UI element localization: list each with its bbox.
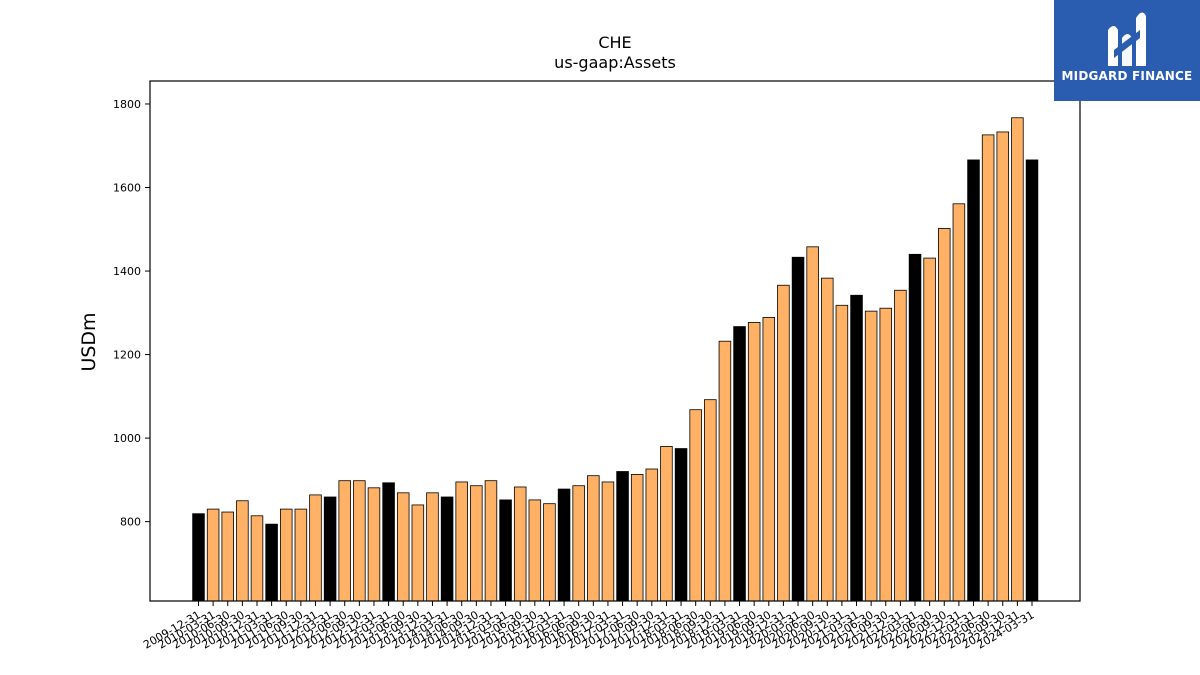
y-tick-label: 1200 <box>113 349 141 362</box>
bar-2011-09-30 <box>294 508 308 602</box>
chart-subtitle: us-gaap:Assets <box>554 53 676 72</box>
bar-2017-12-31 <box>660 446 673 602</box>
midgard-finance-logo: MIDGARD FINANCE <box>1054 0 1200 101</box>
bar-2021-12-31 <box>894 289 907 602</box>
bar-2018-06-30 <box>689 409 702 602</box>
bar-2018-12-31 <box>718 340 732 602</box>
bar-2017-03-31 <box>616 471 629 602</box>
bar-2014-03-31 <box>440 496 454 602</box>
bar-2015-12-31 <box>543 503 556 602</box>
bar-2019-12-31 <box>777 284 790 602</box>
bar-2011-12-31 <box>309 494 322 602</box>
bar-2016-03-31 <box>557 488 571 602</box>
midgard-logo-icon <box>1108 12 1146 67</box>
bar-2020-06-30 <box>806 246 819 602</box>
bar-2019-06-30 <box>747 322 761 602</box>
bar-2019-03-31 <box>733 326 746 602</box>
bar-2021-03-31 <box>850 294 863 602</box>
bar-2024-03-31 <box>1025 159 1039 602</box>
bar-2020-09-30 <box>821 277 834 602</box>
chart-title: CHE <box>598 33 631 52</box>
bar-2010-06-30 <box>221 511 234 602</box>
bar-2012-09-30 <box>353 480 366 602</box>
bar-2022-12-31 <box>952 203 966 602</box>
bar-2016-06-30 <box>572 485 585 602</box>
bar-2023-12-31 <box>1011 117 1024 602</box>
bar-2020-12-31 <box>835 304 849 602</box>
bar-2020-03-31 <box>791 256 805 602</box>
bar-2012-06-30 <box>338 480 351 602</box>
y-tick-label: 1000 <box>113 432 141 445</box>
bar-2013-09-30 <box>411 504 425 602</box>
y-axis: 800 1000 1200 1400 1600 1800 <box>113 98 150 529</box>
bar-2015-03-31 <box>499 499 512 602</box>
bar-2011-06-30 <box>279 508 293 602</box>
y-axis-label: USDm <box>78 312 100 371</box>
bar-2011-03-31 <box>265 523 278 602</box>
bar-2013-12-31 <box>426 492 439 602</box>
plot-frame <box>149 80 1081 602</box>
bar-2023-03-31 <box>967 159 980 602</box>
bars-group <box>192 117 1039 602</box>
y-tick-label: 1800 <box>113 98 141 111</box>
logo-text: MIDGARD FINANCE <box>1061 69 1193 83</box>
bar-2015-06-30 <box>513 486 527 602</box>
bar-2010-12-31 <box>250 515 264 602</box>
bar-2013-03-31 <box>382 482 395 602</box>
bar-2010-03-31 <box>206 508 220 602</box>
bar-2012-12-31 <box>367 487 381 602</box>
y-tick-label: 1600 <box>113 182 141 195</box>
bar-2021-06-30 <box>864 310 878 602</box>
bar-2018-03-31 <box>674 448 688 602</box>
bar-2015-09-30 <box>528 499 542 602</box>
bar-2016-09-30 <box>587 475 600 602</box>
bar-2021-09-30 <box>879 307 893 602</box>
bar-2017-06-30 <box>630 474 644 602</box>
bar-2014-09-30 <box>470 485 483 602</box>
bar-2012-03-31 <box>323 496 337 602</box>
bar-2023-09-30 <box>996 131 1010 602</box>
x-axis: 2009-12-312010-03-312010-06-302010-09-30… <box>141 601 1037 652</box>
bar-2009-12-31 <box>192 513 205 602</box>
bar-2014-06-30 <box>455 481 468 602</box>
bar-2013-06-30 <box>396 492 410 602</box>
bar-2023-06-30 <box>981 134 995 602</box>
bar-2010-09-30 <box>236 500 249 602</box>
bar-2019-09-30 <box>762 316 776 602</box>
bar-2022-06-30 <box>923 257 936 602</box>
bar-2022-03-31 <box>908 253 922 602</box>
bar-2022-09-30 <box>938 228 951 602</box>
bar-2018-09-30 <box>704 399 717 602</box>
y-tick-label: 1400 <box>113 265 141 278</box>
y-tick-label: 800 <box>120 516 141 529</box>
bar-2014-12-31 <box>484 480 498 602</box>
bar-2017-09-30 <box>645 468 659 602</box>
bar-2016-12-31 <box>601 481 615 602</box>
